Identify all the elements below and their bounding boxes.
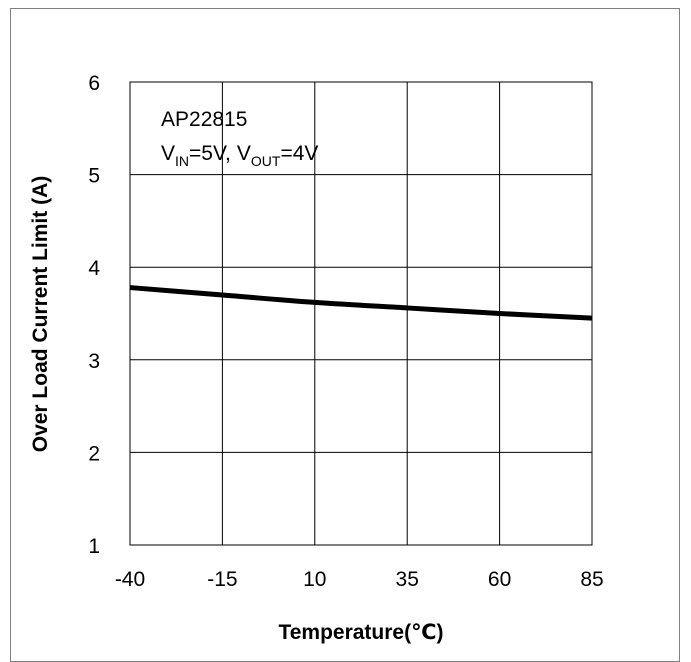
y-tick-label: 2: [88, 442, 100, 465]
x-tick-labels: -40 -15 10 35 60 85: [115, 568, 604, 591]
annotation-device: AP22815: [161, 108, 247, 131]
y-tick-label: 6: [88, 72, 100, 95]
y-tick-label: 3: [88, 350, 100, 373]
x-tick-label: 60: [488, 568, 511, 591]
y-tick-label: 4: [88, 257, 100, 280]
y-axis-title: Over Load Current Limit (A): [29, 176, 52, 453]
x-tick-label: 35: [396, 568, 419, 591]
x-tick-label: 10: [303, 568, 326, 591]
figure-frame: [10, 8, 680, 662]
vin-value: =5V,: [189, 142, 231, 165]
plot-area: [129, 81, 593, 546]
vout-label: V: [237, 142, 251, 165]
vin-subscript: IN: [175, 153, 189, 169]
x-axis-title: Temperature(℃): [278, 621, 443, 644]
annotation-conditions: VIN=5V, VOUT=4V: [161, 142, 318, 169]
series-line: [129, 285, 593, 321]
y-tick-label: 5: [88, 165, 100, 188]
x-tick-label: 85: [580, 568, 603, 591]
y-tick-label: 1: [88, 535, 100, 558]
x-tick-label: -40: [115, 568, 145, 591]
y-tick-labels: 1 2 3 4 5 6: [88, 72, 100, 558]
x-tick-label: -15: [207, 568, 237, 591]
vout-value: =4V: [280, 142, 318, 165]
vin-label: V: [161, 142, 175, 165]
vout-subscript: OUT: [251, 153, 281, 169]
